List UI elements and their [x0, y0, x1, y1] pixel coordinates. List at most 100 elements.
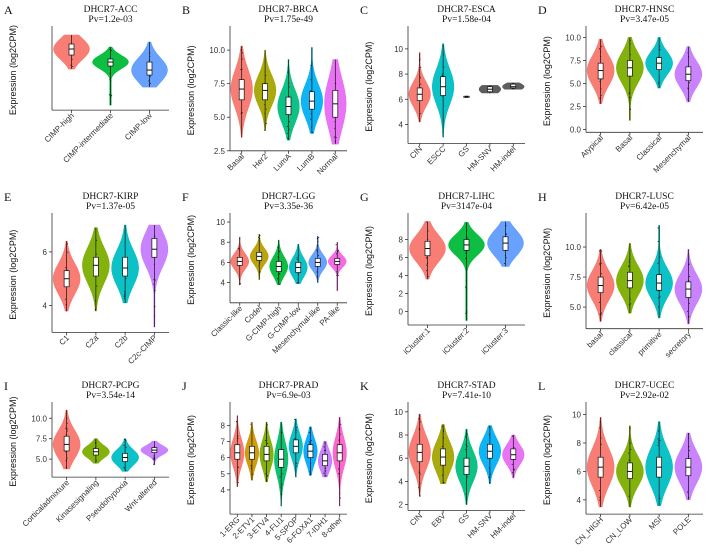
violin-point [335, 244, 337, 246]
violin-point [125, 446, 127, 448]
box-iqr [278, 449, 285, 468]
violin-point [258, 236, 260, 238]
violin-point [66, 243, 69, 245]
violin-point [279, 476, 281, 478]
panel-letter: C [360, 3, 368, 17]
violin-point [325, 475, 327, 477]
violin-point [599, 80, 601, 83]
violin-point [108, 94, 110, 96]
violin-point [267, 475, 269, 477]
box-iqr [63, 435, 70, 452]
y-tick-label: 5.0 [36, 455, 48, 464]
chart-pvalue: Pv=3147e-04 [441, 202, 493, 212]
violin-point [599, 313, 601, 316]
violin-point [465, 448, 467, 451]
violin-point [420, 66, 422, 68]
x-tick-label: iCluster:1 [402, 326, 433, 357]
violin-point [310, 90, 312, 92]
y-tick-label: 5.0 [570, 79, 582, 88]
violin-point [241, 112, 243, 114]
x-tick-label: CIMP-low [123, 111, 154, 142]
chart-pvalue: Pv=3.35e-36 [264, 202, 313, 212]
x-tick-label: ESCC [425, 144, 447, 166]
x-tick-label: POLE [671, 515, 692, 536]
x-tick-label: C1 [57, 333, 71, 347]
violin-point [265, 440, 267, 442]
box-iqr [416, 443, 423, 463]
violin-point [688, 275, 691, 277]
x-tick-label: CIN [408, 511, 424, 527]
violin-point [628, 261, 630, 263]
violin-point [67, 428, 69, 430]
violin-point [310, 439, 312, 442]
violin-point [687, 310, 689, 312]
x-tick-label: PA-like [318, 303, 342, 327]
violin-point [512, 472, 514, 474]
violin-point [71, 65, 73, 67]
box-iqr [262, 83, 268, 101]
y-tick-label: 10 [394, 45, 403, 54]
violin-point [259, 261, 261, 263]
y-tick-label: 8 [399, 431, 404, 440]
box-iqr [656, 274, 662, 291]
violin-point [266, 424, 269, 426]
x-tick-label: C2b [113, 333, 130, 350]
violin-point [149, 75, 151, 77]
violin-point [419, 77, 422, 79]
x-tick-label: Wnt-altered [123, 478, 159, 514]
chart-title: DHCR7-HNSC [615, 5, 675, 15]
violin-point [242, 52, 244, 54]
box-iqr [238, 79, 245, 101]
violin-point [294, 419, 296, 421]
violin-point [125, 469, 127, 471]
x-tick-label: CN_LOW [604, 515, 635, 546]
violin-point [630, 448, 632, 450]
violin-point [296, 257, 298, 259]
chart-pvalue: Pv=1.75e-49 [264, 15, 313, 25]
chart-pvalue: Pv=1.2e-03 [88, 15, 132, 25]
violin-point [323, 472, 325, 474]
violin-point [152, 457, 154, 459]
x-tick-label: LumA [272, 151, 294, 173]
violin-point [111, 50, 113, 52]
violin-point [238, 247, 240, 249]
violin-point [259, 271, 261, 273]
violin-point [65, 427, 67, 429]
chart-title: DHCR7-UCEC [615, 381, 675, 391]
y-axis-label: Expression (log2CPM) [364, 226, 374, 316]
x-tick-label: MSI [647, 515, 663, 531]
y-tick-label: 4 [221, 279, 226, 288]
violin-point [123, 444, 125, 447]
chart-title: DHCR7-KIRP [83, 192, 139, 202]
violin-point [279, 283, 281, 286]
violin-point [240, 112, 242, 114]
violin-point [338, 473, 340, 475]
y-tick-label: 10 [216, 218, 225, 227]
panel-letter: H [538, 190, 547, 204]
violin-point [310, 64, 312, 66]
violin-point [657, 297, 659, 299]
y-tick-label: 7.5 [214, 80, 226, 89]
chart-title: DHCR7-LGG [262, 192, 316, 202]
x-tick-label: secretory [663, 330, 693, 360]
violin-point [148, 80, 150, 82]
x-tick-label: CIMP-high [43, 111, 76, 144]
panel-letter: D [538, 3, 547, 17]
violin-point [281, 473, 283, 475]
panel-letter: F [182, 190, 189, 204]
panel-letter: G [360, 190, 369, 204]
panel-letter: B [182, 3, 190, 17]
violin-point [335, 137, 337, 139]
chart-pvalue: Pv=3.54e-14 [86, 391, 135, 401]
chart-pvalue: Pv=3.47e-05 [620, 15, 669, 25]
y-tick-label: 6 [577, 467, 582, 476]
violin-point [466, 445, 468, 447]
violin-point [657, 83, 659, 85]
